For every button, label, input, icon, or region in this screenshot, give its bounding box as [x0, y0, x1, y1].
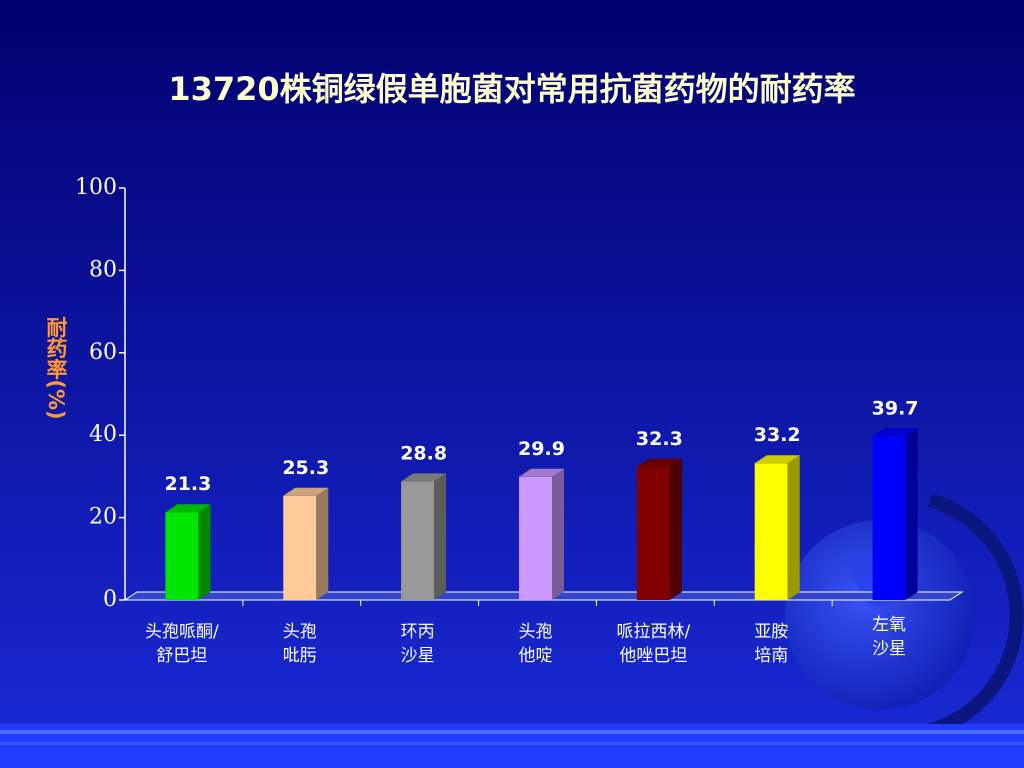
- y-tick-label: 0: [103, 587, 117, 612]
- y-tick-label: 80: [89, 257, 117, 282]
- bar-side: [552, 468, 564, 600]
- bar: [165, 504, 211, 600]
- bar-top: [519, 468, 564, 477]
- bar-side: [787, 455, 800, 600]
- bar-side: [316, 487, 329, 600]
- x-tick-label: 沙星: [872, 639, 906, 659]
- bar-front: [872, 436, 906, 600]
- bar: [519, 468, 564, 600]
- y-tick-label: 40: [89, 422, 117, 447]
- y-tick-label: 100: [75, 175, 117, 200]
- value-label: 32.3: [636, 428, 683, 450]
- bar-side: [669, 458, 682, 600]
- bar: [401, 473, 447, 600]
- x-tick-label: 亚胺: [754, 622, 788, 642]
- value-label: 21.3: [164, 473, 211, 495]
- value-label: 33.2: [754, 424, 801, 446]
- x-tick-label: 他啶: [519, 646, 553, 666]
- bar-top: [636, 458, 682, 467]
- bar-front: [283, 495, 317, 600]
- y-tick-label: 20: [89, 505, 117, 530]
- bar-front: [401, 481, 435, 600]
- y-axis-label: 耐药率(%): [44, 316, 68, 419]
- bar: [754, 455, 800, 600]
- bar-front: [165, 512, 199, 600]
- bar: [283, 487, 329, 600]
- bar: [872, 428, 918, 600]
- x-tick-label: 沙星: [401, 646, 435, 666]
- x-tick-label: 环丙: [401, 622, 435, 642]
- bar-top: [283, 487, 329, 496]
- x-tick-label: 头孢哌酮/: [145, 622, 219, 642]
- bar-side: [905, 428, 918, 600]
- y-tick-label: 60: [89, 340, 117, 365]
- value-label: 39.7: [872, 397, 919, 419]
- x-tick-label: 头孢: [283, 622, 317, 642]
- x-tick-label: 左氧: [872, 615, 906, 635]
- bar-side: [434, 473, 447, 600]
- bar-top: [872, 428, 918, 437]
- x-tick-label: 吡肟: [283, 646, 317, 666]
- x-tick-label: 头孢: [519, 622, 553, 642]
- x-tick-label: 培南: [754, 646, 788, 666]
- x-tick-label: 舒巴坦: [156, 646, 207, 666]
- x-tick-label: 他唑巴坦: [619, 646, 687, 666]
- bottom-band: [0, 724, 1024, 768]
- bar: [636, 458, 682, 600]
- value-label: 28.8: [400, 442, 447, 464]
- bar-front: [636, 466, 670, 600]
- value-label: 25.3: [282, 457, 329, 479]
- bar-top: [401, 473, 447, 482]
- chart-title: 13720株铜绿假单胞菌对常用抗菌药物的耐药率: [168, 70, 855, 108]
- bar-side: [198, 504, 211, 600]
- value-label: 29.9: [518, 438, 565, 460]
- bar-top: [165, 504, 211, 513]
- bar-front: [754, 463, 788, 600]
- x-tick-label: 哌拉西林/: [616, 622, 690, 642]
- bar-top: [754, 455, 800, 464]
- bar-front: [519, 476, 552, 600]
